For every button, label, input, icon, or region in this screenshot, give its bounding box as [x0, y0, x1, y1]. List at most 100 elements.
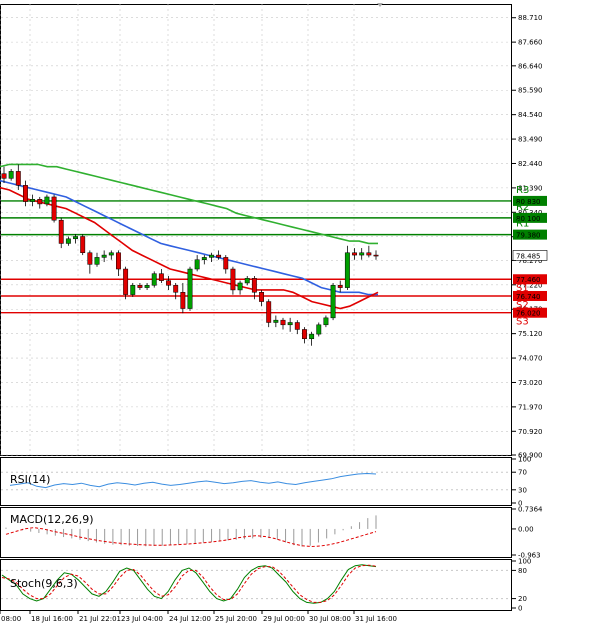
rsi-panel-frame — [0, 457, 512, 506]
y-tick-label: 87.660 — [518, 39, 543, 47]
candle — [373, 250, 379, 260]
stoch-tick-label: 80 — [518, 567, 527, 575]
x-tick-label: 25 Jul 20:00 — [215, 615, 257, 623]
candle — [216, 250, 222, 260]
candle-body — [287, 322, 293, 326]
candle — [37, 196, 43, 209]
rsi-tick-label: 100 — [518, 456, 531, 464]
candle — [23, 180, 28, 207]
price-y-axis: 88.710 87.660 86.640 85.590 84.540 83.490 82.4… — [512, 14, 543, 460]
candle-body — [359, 252, 365, 256]
candle-body — [344, 252, 350, 288]
candle — [223, 255, 229, 274]
candle-body — [194, 259, 200, 270]
scroll-marker-icon — [377, 3, 383, 7]
candle — [251, 275, 257, 300]
candle-body — [187, 268, 193, 309]
level-name-s2: S2 — [516, 300, 529, 311]
candle-body — [216, 254, 222, 258]
candle-body — [130, 285, 136, 295]
x-tick-label: 24 Jul 12:00 — [169, 615, 211, 623]
y-tick-label: 74.070 — [518, 355, 543, 363]
candle-body — [30, 199, 36, 202]
level-name-r1: R1 — [516, 219, 529, 230]
candle-body — [158, 273, 164, 281]
candle-body — [37, 199, 43, 205]
y-tick-label: 75.120 — [518, 330, 543, 338]
candle-body — [259, 292, 264, 302]
candle — [280, 317, 286, 330]
candle-body — [137, 285, 143, 288]
candle-body — [23, 185, 28, 202]
candle-body — [323, 317, 329, 326]
candle-body — [51, 196, 57, 221]
candle-body — [316, 324, 322, 335]
macd-tick-label: 0.7364 — [518, 506, 543, 514]
candle-body — [266, 301, 272, 323]
candle — [173, 282, 179, 300]
candle-body — [116, 252, 121, 270]
candle-body — [251, 278, 257, 293]
candle-body — [330, 285, 336, 319]
candle-body — [302, 329, 307, 340]
candle-body — [58, 219, 64, 244]
candle — [65, 236, 71, 246]
candle — [209, 252, 214, 263]
candle-body — [101, 254, 107, 258]
candle — [123, 266, 129, 300]
candle — [330, 282, 336, 321]
candle — [8, 169, 14, 181]
rsi-indicator: 100 70 30 0 RSI(14) — [1, 456, 531, 508]
candle — [302, 327, 307, 344]
candle-body — [151, 273, 157, 286]
y-tick-label: 82.440 — [518, 160, 543, 168]
y-tick-label: 88.710 — [518, 14, 543, 22]
stoch-title: Stoch(9,6,3) — [10, 577, 78, 590]
level-name-r2: R2 — [516, 202, 529, 213]
macd-signal-line — [5, 527, 377, 548]
candle-body — [87, 252, 93, 265]
level-price-tag — [513, 290, 547, 301]
y-tick-label: 81.390 — [518, 184, 543, 192]
stoch-tick-label: 0 — [518, 605, 522, 613]
candle — [44, 194, 50, 207]
candle-body — [44, 196, 50, 205]
rsi-tick-label: 70 — [518, 469, 527, 477]
candle-body — [108, 252, 114, 256]
candle — [180, 282, 186, 314]
candle — [73, 234, 78, 244]
candle-body — [201, 257, 207, 260]
level-name-s1: S1 — [516, 283, 529, 294]
candle-body — [309, 333, 315, 340]
macd-tick-label: 0.00 — [518, 525, 534, 533]
candle — [244, 275, 250, 286]
x-tick-label: 29 Jul 00:00 — [263, 615, 305, 623]
rsi-tick-label: 0 — [518, 500, 522, 508]
candle — [1, 166, 7, 184]
candle-body — [209, 254, 214, 258]
candle — [316, 322, 322, 337]
candle — [130, 282, 136, 297]
candle — [87, 250, 93, 274]
level-price-tag — [513, 274, 547, 285]
candle-body — [223, 257, 229, 270]
candle — [352, 248, 357, 260]
candle — [151, 271, 157, 288]
x-tick-label: 08:00 — [1, 615, 21, 623]
candle — [144, 282, 150, 290]
candle-body — [280, 319, 286, 326]
candle-body — [244, 278, 250, 284]
rsi-line — [9, 472, 377, 489]
candle — [273, 315, 279, 328]
level-price-tag — [513, 195, 547, 206]
candle — [108, 250, 114, 260]
level-price-label: 76.740 — [516, 293, 541, 301]
level-name-r3: R3 — [516, 185, 529, 196]
level-name-s3: S3 — [516, 317, 529, 328]
candle — [137, 282, 143, 290]
ma-slow-line — [0, 163, 378, 245]
y-tick-label: 71.970 — [518, 403, 543, 411]
y-tick-label: 86.640 — [518, 62, 543, 70]
candle-body — [123, 268, 129, 295]
